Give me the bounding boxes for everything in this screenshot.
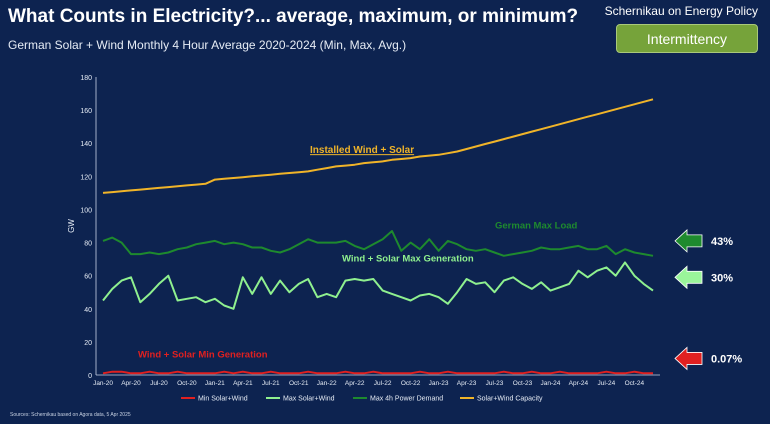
chart-series [102, 98, 654, 375]
annotation-min-generation: Wind + Solar Min Generation [138, 350, 268, 361]
callout-label: 0.07% [711, 353, 742, 365]
intermittency-badge: Intermittency [616, 24, 758, 53]
x-tick-label: Oct-20 [177, 380, 197, 387]
x-tick-label: Oct-21 [289, 380, 309, 387]
intermittency-badge-label: Intermittency [646, 30, 728, 47]
chart-legend: Min Solar+Wind Max Solar+Wind Max 4h Power… [181, 396, 543, 403]
series-line-max-solar-wind [102, 261, 654, 310]
x-tick-label: Apr-24 [569, 380, 589, 387]
y-tick-label: 40 [84, 307, 92, 314]
y-tick-label: 180 [80, 75, 92, 82]
x-tick-label: Jan-24 [541, 380, 561, 387]
annotation-max-generation: Wind + Solar Max Generation [342, 254, 474, 265]
callout-arrow-icon [674, 346, 703, 371]
legend-label: Min Solar+Wind [198, 396, 248, 403]
y-tick-label: 80 [84, 241, 92, 248]
x-tick-label: Jul-20 [150, 380, 168, 387]
callout-label: 43% [711, 236, 733, 248]
y-tick-label: 120 [80, 174, 92, 181]
y-tick-label: 100 [80, 207, 92, 214]
y-tick-label: 60 [84, 274, 92, 281]
x-tick-label: Apr-22 [345, 380, 365, 387]
brand-label: Schernikau on Energy Policy [604, 4, 758, 18]
annotation-installed: Installed Wind + Solar [310, 145, 414, 156]
x-tick-label: Jul-23 [486, 380, 504, 387]
x-tick-label: Oct-24 [625, 380, 645, 387]
legend-label: Solar+Wind Capacity [477, 396, 543, 403]
x-tick-label: Apr-21 [233, 380, 253, 387]
series-line-min-solar-wind [102, 370, 653, 375]
series-line-max-4h-power-demand [102, 230, 654, 257]
x-tick-label: Apr-23 [457, 380, 477, 387]
y-axis-title: GW [67, 219, 76, 233]
x-tick-label: Jul-24 [598, 380, 616, 387]
chart-axes: 0 20 40 60 80 100 120 140 160 180 GW Jan-20 Apr-20 Ju… [67, 75, 660, 387]
x-tick-label: Oct-22 [401, 380, 421, 387]
y-tick-label: 20 [84, 340, 92, 347]
callout-label: 30% [711, 272, 733, 284]
y-tick-label: 0 [88, 373, 92, 380]
series-line-solar-wind-capacity [102, 98, 654, 194]
x-tick-label: Jan-21 [205, 380, 225, 387]
x-tick-label: Jul-21 [262, 380, 280, 387]
legend-label: Max Solar+Wind [283, 396, 335, 403]
page-subtitle: German Solar + Wind Monthly 4 Hour Avera… [8, 38, 407, 52]
x-tick-label: Apr-20 [121, 380, 141, 387]
page-title: What Counts in Electricity?... average, … [8, 6, 579, 27]
annotation-max-load: German Max Load [495, 220, 578, 231]
x-tick-label: Jan-23 [429, 380, 449, 387]
y-tick-label: 160 [80, 108, 92, 115]
source-note: Sources: Schernikau based on Agora data,… [10, 412, 131, 418]
callout-arrow-icon [674, 228, 703, 253]
chart-callouts: 43% 30% 0.07% [674, 228, 742, 371]
callout-arrow-icon [674, 265, 703, 290]
x-tick-label: Jan-22 [317, 380, 337, 387]
x-tick-label: Jul-22 [374, 380, 392, 387]
chart-annotations: Installed Wind + Solar German Max Load Win… [138, 145, 578, 360]
legend-label: Max 4h Power Demand [370, 396, 443, 403]
x-tick-label: Oct-23 [513, 380, 533, 387]
y-tick-label: 140 [80, 141, 92, 148]
x-tick-label: Jan-20 [93, 380, 113, 387]
